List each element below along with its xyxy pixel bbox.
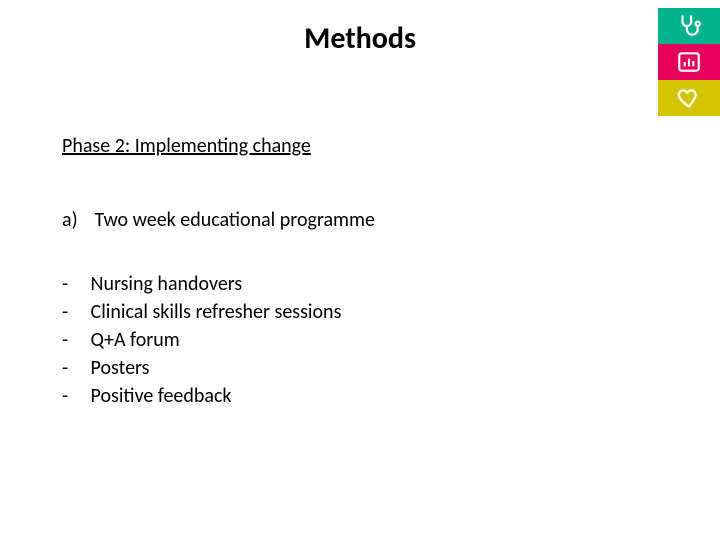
list-item: - Q+A forum: [62, 326, 341, 354]
stethoscope-icon: [676, 13, 702, 39]
slide: Methods Phase 2: Implementing change a) …: [0, 0, 720, 540]
bullet-dash: -: [62, 354, 86, 382]
stethoscope-tab[interactable]: [658, 8, 720, 44]
programme-heading: Two week educational programme: [95, 208, 375, 232]
heart-icon: [676, 85, 702, 111]
programme-heading-row: a) Two week educational programme: [62, 208, 375, 232]
bullet-dash: -: [62, 382, 86, 410]
bullet-dash: -: [62, 326, 86, 354]
heart-tab[interactable]: [658, 80, 720, 116]
list-marker-a: a): [62, 208, 90, 232]
bullet-text: Posters: [91, 356, 150, 380]
list-item: - Nursing handovers: [62, 270, 341, 298]
bullet-text: Nursing handovers: [91, 272, 243, 296]
bullet-dash: -: [62, 298, 86, 326]
bullet-dash: -: [62, 270, 86, 298]
phase-subheading: Phase 2: Implementing change: [62, 134, 311, 158]
bullet-text: Positive feedback: [91, 384, 232, 408]
bullet-text: Q+A forum: [91, 328, 180, 352]
list-item: - Posters: [62, 354, 341, 382]
list-item: - Clinical skills refresher sessions: [62, 298, 341, 326]
icon-stack: [658, 8, 720, 116]
bar-chart-icon: [676, 49, 702, 75]
bullet-list: - Nursing handovers - Clinical skills re…: [62, 270, 341, 410]
bullet-text: Clinical skills refresher sessions: [91, 300, 342, 324]
chart-tab[interactable]: [658, 44, 720, 80]
list-item: - Positive feedback: [62, 382, 341, 410]
slide-title: Methods: [0, 20, 720, 57]
